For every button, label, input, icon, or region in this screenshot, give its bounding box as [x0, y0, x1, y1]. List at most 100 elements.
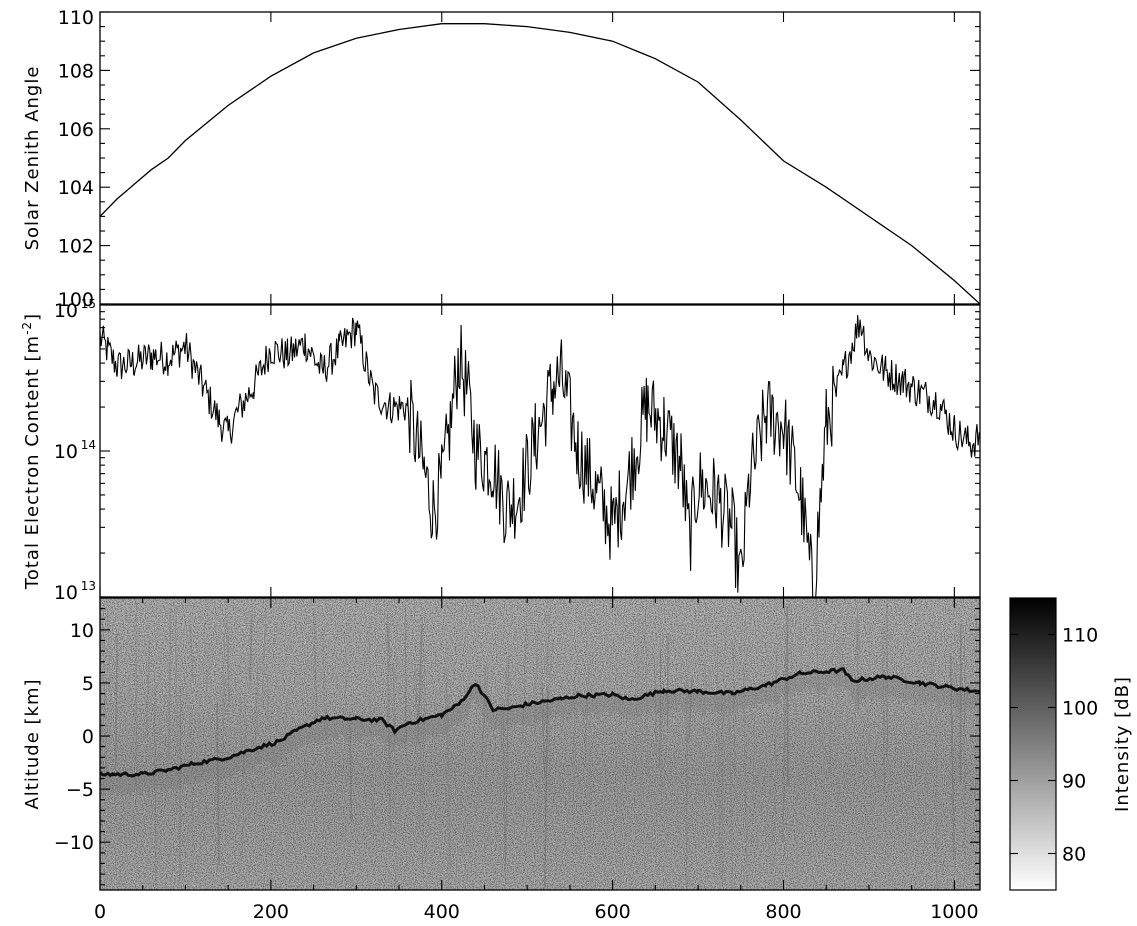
mid-panel-frame [99, 304, 981, 598]
bot-panel-frame [99, 597, 981, 891]
radargram-streak [774, 646, 777, 838]
radargram-streak [190, 713, 195, 872]
radargram-streak [821, 716, 826, 842]
radargram-streak [794, 698, 799, 890]
radargram-streak [312, 610, 318, 720]
radargram-streak [133, 618, 139, 798]
radargram-streak [645, 609, 649, 778]
radargram-streak [393, 658, 397, 890]
panel-altitude-radargram: −10 −5 0 5 10 0 200 400 600 800 1000 Altitude [km] [22, 597, 981, 923]
radargram-streak [929, 621, 934, 722]
tec-series-line [100, 315, 980, 597]
radargram-streak [728, 687, 734, 890]
bot-xtick-label: 600 [594, 901, 630, 923]
radargram-streak [404, 607, 407, 746]
top-ytick-label: 106 [58, 119, 94, 141]
radargram-streak [254, 661, 260, 747]
colorbar-gradient [1009, 597, 1057, 891]
radargram-streak [417, 624, 423, 730]
bot-xtick-label: 400 [424, 901, 460, 923]
radargram-streak [209, 648, 212, 759]
colorbar-tick-label: 90 [1062, 771, 1086, 793]
radargram-streak [975, 611, 979, 753]
radargram-streak [153, 685, 157, 890]
radargram-streak [324, 679, 330, 830]
radargram-streak [935, 706, 938, 890]
radargram-streak [856, 600, 861, 658]
top-ytick-label: 110 [58, 7, 94, 29]
radargram-streak [619, 684, 622, 890]
radargram-streak [859, 641, 863, 771]
radargram-streak [703, 604, 708, 753]
radargram-streak [100, 707, 102, 796]
radargram-streak [203, 627, 208, 690]
radargram-streak [145, 637, 151, 740]
radargram-streak [570, 704, 573, 833]
mid-ytick-exponent: 14 [81, 438, 96, 452]
bot-ytick-label: 0 [82, 726, 94, 748]
radargram-streak [886, 608, 892, 676]
top-ytick-label: 108 [58, 60, 94, 82]
colorbar-tick-label: 80 [1062, 844, 1086, 866]
surface-echo-line [100, 667, 980, 778]
bot-axis-ticks [99, 597, 980, 890]
radargram-streak [158, 713, 163, 890]
radargram-streak [226, 625, 231, 709]
radargram-streak [713, 710, 716, 805]
colorbar: 80 90 100 110 Intensity [dB] [1009, 597, 1133, 891]
radargram-streak [189, 627, 194, 680]
bot-xtick-label: 800 [765, 901, 801, 923]
radargram-streak [102, 624, 108, 773]
radargram-streak [221, 611, 227, 714]
mid-ytick-label: 10 [54, 300, 78, 322]
mid-ytick-exponent: 13 [81, 579, 96, 593]
bot-ytick-label: 10 [70, 620, 94, 642]
top-panel-frame [99, 11, 981, 305]
mid-axis-ticks [99, 305, 980, 598]
radargram-streak [239, 693, 242, 747]
radargram-streak [722, 624, 726, 830]
radargram-streak [216, 701, 220, 866]
radargram-streak [963, 633, 966, 865]
radargram-streak [386, 614, 392, 677]
radargram-streak [188, 700, 191, 890]
top-tick-labels: 100 102 104 106 108 110 [58, 7, 94, 311]
colorbar-tick-label: 110 [1062, 625, 1098, 647]
radargram-streak [661, 711, 668, 890]
mid-ytick-label: 10 [54, 582, 78, 604]
radargram-streak [953, 664, 958, 784]
radargram-streak [167, 608, 172, 760]
colorbar-tick-label: 100 [1062, 698, 1098, 720]
radargram-streak [716, 644, 721, 877]
radargram-streak [249, 615, 253, 682]
radargram-streak [799, 601, 804, 837]
colorbar-label: Intensity [dB] [1112, 676, 1133, 812]
bot-tick-labels: −10 −5 0 5 10 0 200 400 600 800 1000 [54, 620, 979, 923]
radargram-streak [635, 617, 640, 764]
radargram-streak [421, 647, 426, 870]
bot-ytick-label: −10 [54, 832, 94, 854]
radargram-streak [660, 642, 662, 805]
radargram-streak [688, 678, 693, 740]
colorbar-ticks: 80 90 100 110 [1010, 625, 1098, 866]
radargram-streak [541, 682, 546, 779]
radargram-streak [241, 716, 246, 856]
radargram-streak [221, 675, 226, 760]
mid-ytick-exponent: 15 [81, 297, 96, 311]
mid-ylabel: Total Electron Content [m-2] [20, 313, 43, 590]
radargram-streak [548, 638, 554, 685]
top-ytick-label: 104 [58, 177, 94, 199]
radargram-streak [505, 655, 510, 863]
radargram-streak [106, 607, 112, 712]
bot-ytick-label: 5 [82, 673, 94, 695]
radargram-streak [636, 654, 641, 700]
radargram-streak [484, 661, 488, 830]
radargram-streak [114, 633, 118, 769]
radargram-streak [954, 654, 960, 721]
radargram-streak [816, 600, 820, 741]
radargram-streak [882, 626, 886, 795]
radargram-streak [546, 611, 551, 676]
radargram-streak [790, 619, 793, 677]
